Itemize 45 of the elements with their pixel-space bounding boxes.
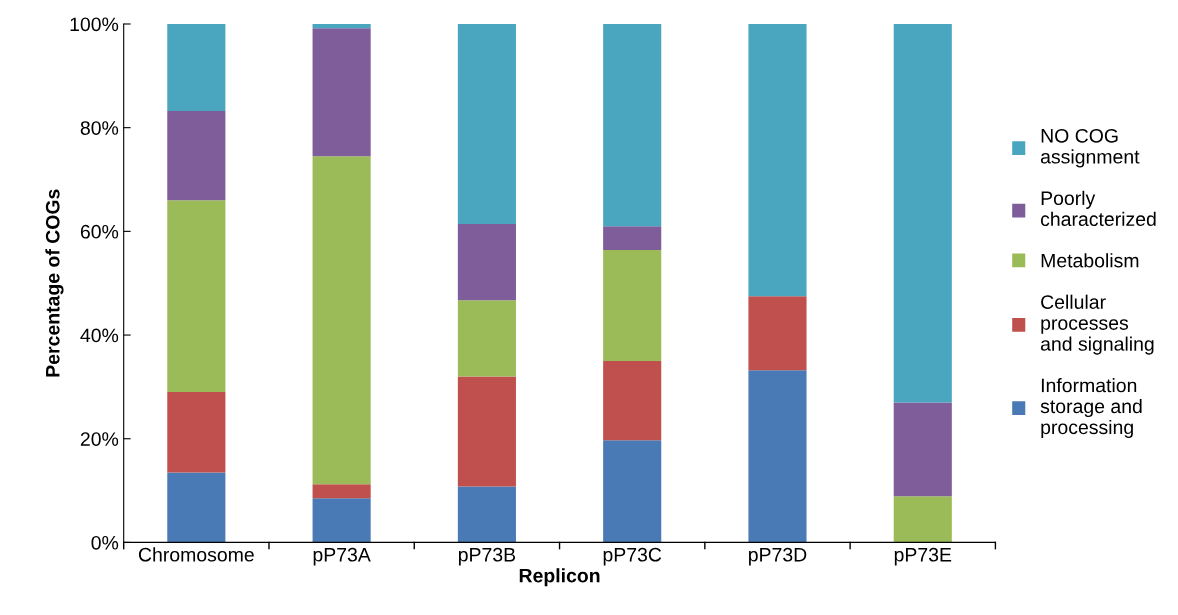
bar: [603, 250, 662, 361]
legend-label: Cellular processes and signaling: [1040, 294, 1154, 355]
bar: [312, 484, 371, 499]
bar: [603, 440, 662, 543]
bar: [457, 300, 516, 377]
y-tick-label: 40%: [80, 328, 119, 343]
bar: [893, 402, 952, 497]
legend-label: Metabolism: [1041, 253, 1139, 268]
bar: [748, 296, 807, 371]
bar: [312, 498, 371, 543]
bar: [748, 370, 807, 543]
bar: [893, 496, 952, 543]
legend-label: Information storage and processing: [1040, 378, 1142, 439]
bar: [457, 376, 516, 487]
y-tick-label: 0%: [91, 535, 119, 550]
bar: [167, 200, 226, 393]
bar: [167, 472, 226, 543]
x-axis-title: Replicon: [519, 568, 600, 587]
bar: [603, 226, 662, 251]
x-tick-label: pP73C: [603, 547, 662, 566]
bar: [312, 28, 371, 157]
bar: [167, 23, 226, 112]
bar: [748, 23, 807, 297]
x-tick-label: pP73A: [313, 547, 371, 566]
x-tick-label: pP73D: [749, 547, 807, 566]
y-tick-label: 60%: [80, 224, 119, 239]
bar: [312, 156, 371, 485]
x-tick-label: pP73B: [458, 547, 516, 566]
bar: [603, 23, 662, 227]
bar: [167, 111, 226, 201]
bar: [457, 224, 516, 301]
legend-label: NO COG assignment: [1040, 128, 1140, 168]
x-tick-label: pP73E: [894, 547, 952, 566]
y-tick-label: 100%: [70, 17, 119, 32]
bar: [603, 360, 662, 441]
y-tick-label: 20%: [80, 432, 119, 446]
bar: [457, 486, 516, 543]
x-tick-label: Chromosome: [138, 547, 254, 562]
bar: [457, 23, 516, 225]
bar: [167, 392, 226, 473]
bar: [893, 23, 952, 403]
bar: [312, 23, 371, 29]
y-tick-label: 80%: [80, 121, 119, 135]
y-axis-title: Percentage of COGs: [45, 189, 64, 377]
legend-label: Poorly characterized: [1040, 190, 1156, 227]
